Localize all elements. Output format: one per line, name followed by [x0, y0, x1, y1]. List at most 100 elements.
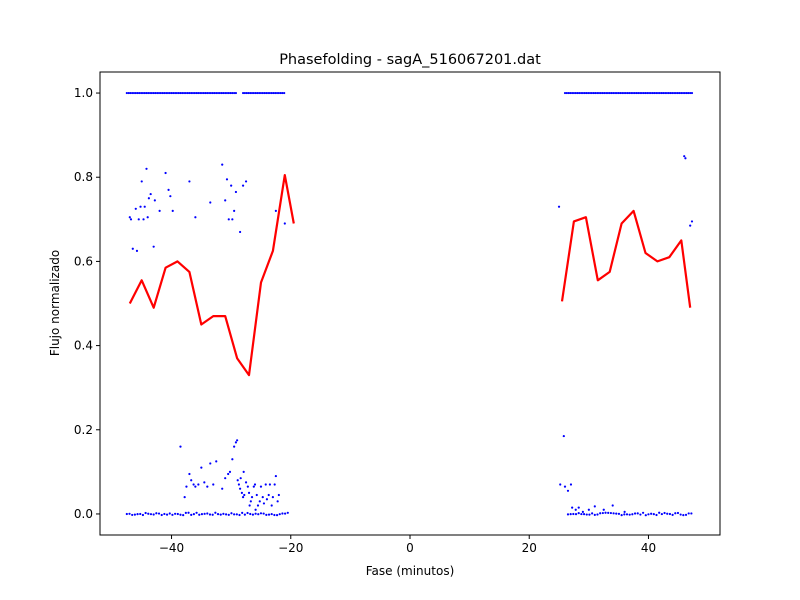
data-point: [155, 512, 158, 515]
data-point: [569, 483, 573, 486]
data-point: [224, 477, 227, 480]
data-point: [206, 512, 209, 515]
data-point: [135, 249, 139, 252]
data-point: [251, 513, 255, 516]
data-point: [181, 91, 184, 95]
data-point: [199, 91, 202, 95]
data-point: [268, 483, 272, 486]
data-point: [642, 91, 645, 95]
data-point: [256, 91, 259, 95]
data-point: [278, 513, 281, 516]
data-point: [656, 91, 660, 95]
data-point: [233, 445, 236, 448]
data-point: [641, 511, 645, 514]
data-point: [665, 91, 669, 95]
data-point: [131, 91, 134, 95]
data-point: [225, 178, 229, 181]
data-point: [607, 511, 610, 514]
data-point: [644, 514, 647, 517]
data-point: [229, 91, 232, 95]
data-point: [581, 510, 584, 513]
data-point: [652, 513, 655, 516]
data-point: [191, 91, 195, 95]
data-point: [197, 91, 200, 95]
data-point: [672, 91, 676, 95]
data-point: [132, 91, 136, 95]
data-point: [270, 91, 273, 95]
data-point: [168, 91, 171, 95]
data-point: [249, 91, 252, 95]
data-point: [650, 512, 653, 515]
data-point: [177, 91, 180, 95]
data-point: [192, 483, 195, 486]
data-point: [238, 513, 241, 517]
data-point: [256, 504, 260, 507]
data-point: [142, 218, 145, 221]
data-point: [274, 474, 277, 478]
data-point: [605, 91, 608, 95]
data-point: [608, 91, 611, 95]
data-point: [637, 91, 640, 95]
data-point: [572, 512, 575, 516]
data-point: [649, 91, 652, 95]
data-point: [149, 513, 153, 516]
data-point: [262, 512, 265, 515]
data-point: [146, 216, 149, 219]
data-point: [247, 91, 250, 95]
data-point: [131, 513, 134, 517]
data-point: [566, 513, 570, 516]
data-point: [153, 199, 156, 202]
x-tick-label: −20: [278, 541, 303, 555]
data-point: [163, 91, 166, 95]
data-point: [245, 91, 248, 95]
data-point: [593, 513, 596, 516]
data-point: [684, 157, 687, 160]
data-point: [248, 504, 251, 507]
data-point: [143, 205, 146, 208]
data-point: [192, 512, 195, 516]
data-point: [625, 513, 629, 516]
data-point: [669, 91, 672, 95]
data-point: [283, 222, 286, 225]
data-point: [651, 91, 654, 95]
data-point: [184, 511, 187, 514]
data-point: [668, 512, 672, 516]
data-point: [588, 513, 591, 516]
data-point: [622, 91, 626, 95]
data-point: [133, 513, 136, 516]
data-point: [591, 512, 594, 515]
data-point: [138, 91, 141, 95]
data-point: [261, 91, 264, 95]
data-point: [259, 485, 263, 488]
data-point: [259, 91, 263, 95]
data-point: [215, 460, 218, 463]
data-point: [242, 470, 245, 473]
data-point: [682, 514, 685, 517]
data-point: [213, 91, 216, 95]
data-point: [274, 209, 277, 212]
data-point: [214, 511, 217, 514]
data-point: [218, 91, 221, 95]
data-point: [209, 462, 212, 465]
data-point: [221, 487, 224, 490]
data-point: [236, 479, 239, 482]
data-point: [164, 171, 167, 175]
data-point: [599, 512, 602, 515]
data-point: [250, 496, 254, 499]
data-point: [254, 508, 257, 511]
data-point: [279, 91, 282, 95]
data-point: [152, 91, 155, 95]
y-tick-label: 0.2: [74, 423, 93, 437]
data-point: [557, 205, 561, 208]
data-point: [207, 91, 211, 95]
data-point: [150, 91, 153, 95]
data-point: [577, 511, 580, 515]
data-point: [636, 512, 639, 515]
data-point: [585, 513, 588, 516]
data-point: [674, 512, 677, 515]
data-point: [222, 512, 225, 515]
data-point: [216, 512, 220, 516]
data-point: [644, 91, 647, 95]
data-point: [680, 91, 683, 95]
data-point: [267, 91, 270, 95]
